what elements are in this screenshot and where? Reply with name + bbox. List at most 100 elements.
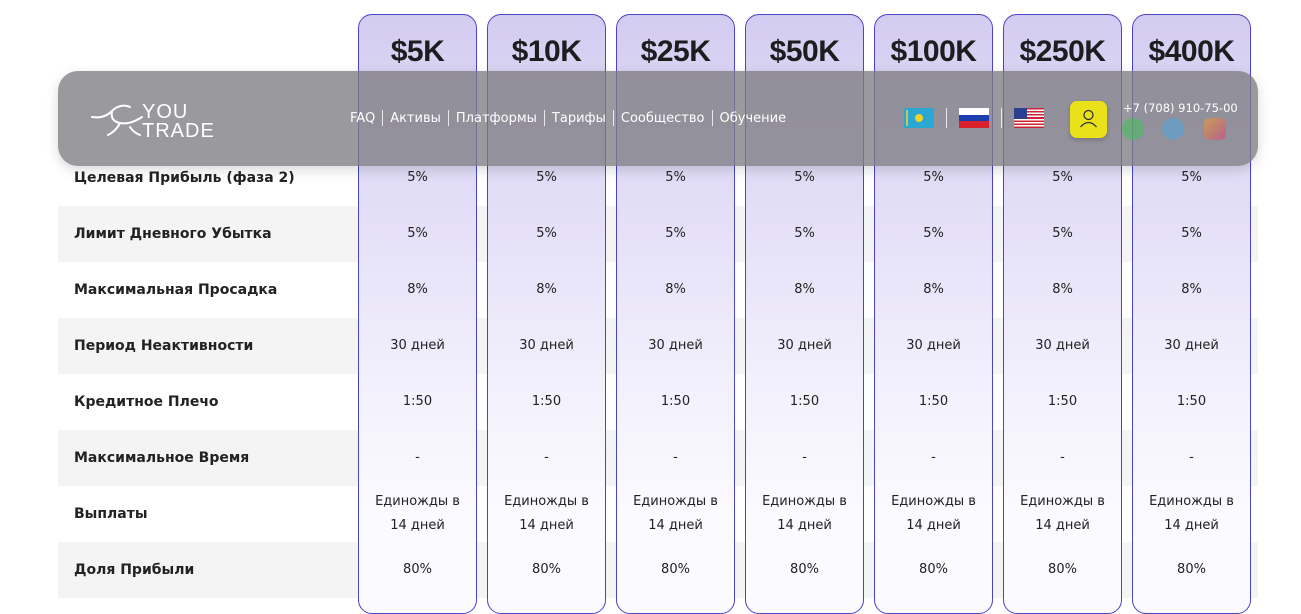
table-cell: - — [415, 450, 420, 465]
nav-community[interactable]: Сообщество — [620, 110, 705, 126]
table-cell: Единожды в 14 дней — [358, 490, 477, 538]
table-cell: 5% — [923, 226, 944, 241]
cell-line: 14 дней — [390, 518, 445, 533]
site-header: YOU TRADE FAQ Активы Платформы Тарифы Со… — [58, 71, 1258, 166]
table-cell: Единожды в 14 дней — [1003, 490, 1122, 538]
nav-tariffs[interactable]: Тарифы — [551, 110, 606, 126]
cell-line: 14 дней — [1035, 518, 1090, 533]
flag-divider — [946, 108, 947, 128]
table-cell: 1:50 — [402, 394, 433, 409]
cell-line: 14 дней — [1164, 518, 1219, 533]
table-cell: 1:50 — [660, 394, 691, 409]
table-cell: 5% — [1052, 226, 1073, 241]
row-label: Выплаты — [74, 506, 148, 522]
table-cell: 80% — [403, 562, 432, 577]
table-cell: 1:50 — [918, 394, 949, 409]
table-cell: 8% — [1181, 282, 1202, 297]
table-cell: - — [1189, 450, 1194, 465]
ru-flag-icon[interactable] — [959, 108, 989, 128]
table-cell: 8% — [407, 282, 428, 297]
table-cell: 30 дней — [519, 338, 574, 353]
account-button[interactable] — [1070, 101, 1107, 138]
telegram-icon[interactable] — [1162, 118, 1184, 140]
cell-line: Единожды в — [375, 494, 460, 509]
table-cell: 30 дней — [648, 338, 703, 353]
row-label: Доля Прибыли — [74, 562, 195, 578]
table-cell: 5% — [407, 170, 428, 185]
logo[interactable]: YOU TRADE — [90, 97, 240, 141]
table-cell: 5% — [1052, 170, 1073, 185]
plan-price: $100K — [890, 35, 977, 68]
cell-line: Единожды в — [1020, 494, 1105, 509]
table-cell: - — [673, 450, 678, 465]
phone-number[interactable]: +7 (708) 910-75-00 — [1123, 101, 1238, 115]
row-label: Лимит Дневного Убытка — [74, 226, 272, 242]
table-cell: 80% — [1048, 562, 1077, 577]
table-cell: 5% — [665, 226, 686, 241]
row-label: Максимальное Время — [74, 450, 250, 466]
nav-divider — [612, 110, 614, 126]
main-nav: FAQ Активы Платформы Тарифы Сообщество О… — [350, 110, 793, 126]
table-cell: 80% — [790, 562, 819, 577]
table-cell: 80% — [1177, 562, 1206, 577]
table-cell: - — [931, 450, 936, 465]
table-cell: 5% — [536, 170, 557, 185]
row-label: Кредитное Плечо — [74, 394, 219, 410]
instagram-icon[interactable] — [1204, 118, 1226, 140]
nav-divider — [447, 110, 449, 126]
table-cell: Единожды в 14 дней — [874, 490, 993, 538]
table-cell: 5% — [794, 170, 815, 185]
nav-platforms[interactable]: Платформы — [455, 110, 537, 126]
table-cell: Единожды в 14 дней — [745, 490, 864, 538]
table-cell: 5% — [1181, 226, 1202, 241]
row-label: Максимальная Просадка — [74, 282, 278, 298]
table-cell: 5% — [794, 226, 815, 241]
table-cell: 1:50 — [531, 394, 562, 409]
us-flag-icon[interactable] — [1014, 108, 1044, 128]
table-cell: 1:50 — [1047, 394, 1078, 409]
table-cell: 30 дней — [777, 338, 832, 353]
nav-education[interactable]: Обучение — [719, 110, 787, 126]
row-label: Целевая Прибыль (фаза 2) — [74, 170, 295, 186]
kz-flag-icon[interactable] — [904, 108, 934, 128]
table-cell: 1:50 — [789, 394, 820, 409]
language-switcher — [904, 108, 1044, 128]
table-cell: 8% — [665, 282, 686, 297]
table-cell: 30 дней — [906, 338, 961, 353]
bull-logo-icon — [91, 104, 143, 136]
cell-line: Единожды в — [504, 494, 589, 509]
cell-line: Единожды в — [633, 494, 718, 509]
plan-price: $5K — [390, 35, 445, 68]
nav-divider — [711, 110, 713, 126]
row-label: Период Неактивности — [74, 338, 254, 354]
table-cell: 1:50 — [1176, 394, 1207, 409]
whatsapp-icon[interactable] — [1122, 118, 1144, 140]
cell-line: Единожды в — [762, 494, 847, 509]
table-cell: 80% — [919, 562, 948, 577]
table-cell: 80% — [661, 562, 690, 577]
table-cell: Единожды в 14 дней — [616, 490, 735, 538]
plan-price: $10K — [511, 35, 582, 68]
plan-price: $25K — [640, 35, 711, 68]
table-cell: 80% — [532, 562, 561, 577]
logo-text-bottom: TRADE — [142, 120, 215, 142]
table-cell: 8% — [536, 282, 557, 297]
nav-assets[interactable]: Активы — [390, 110, 441, 126]
cell-line: 14 дней — [906, 518, 961, 533]
flag-divider — [1001, 108, 1002, 128]
cell-line: Единожды в — [1149, 494, 1234, 509]
table-cell: 5% — [1181, 170, 1202, 185]
table-cell: 5% — [536, 226, 557, 241]
table-cell: 30 дней — [390, 338, 445, 353]
table-cell: Единожды в 14 дней — [1132, 490, 1251, 538]
table-cell: 30 дней — [1164, 338, 1219, 353]
table-cell: - — [802, 450, 807, 465]
table-cell: 8% — [923, 282, 944, 297]
logo-text-top: YOU — [142, 101, 189, 123]
cell-line: Единожды в — [891, 494, 976, 509]
table-cell: 8% — [794, 282, 815, 297]
nav-faq[interactable]: FAQ — [350, 110, 376, 126]
table-cell: 30 дней — [1035, 338, 1090, 353]
cell-line: 14 дней — [648, 518, 703, 533]
table-cell: 5% — [923, 170, 944, 185]
